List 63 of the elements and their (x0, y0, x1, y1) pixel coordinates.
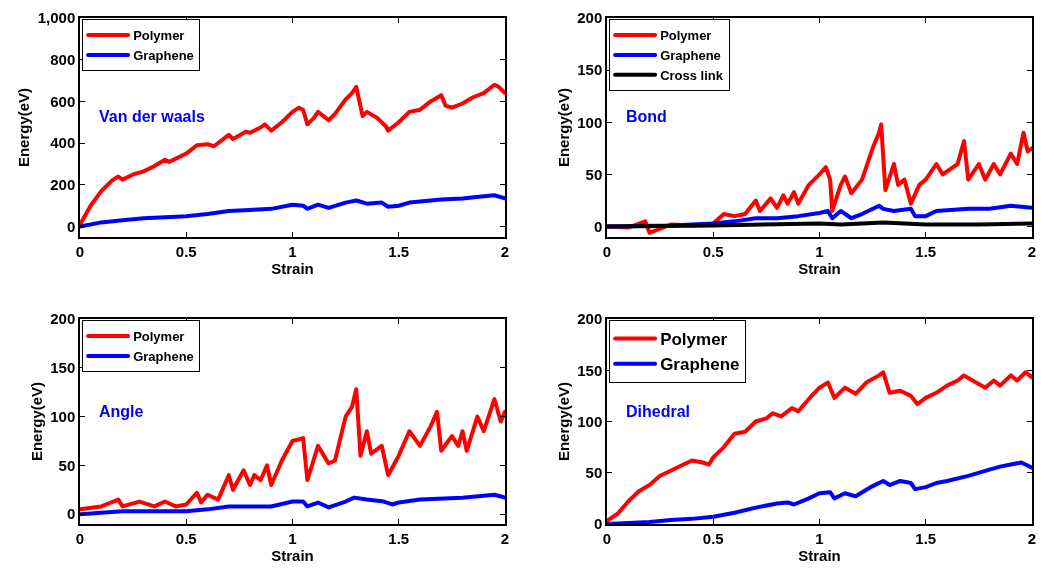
line-series (80, 82, 505, 227)
y-tick-label: 600 (50, 92, 76, 110)
y-tick-label: 100 (577, 412, 603, 430)
y-tick-label: 50 (585, 165, 603, 183)
x-tick-label: 1.5 (915, 242, 937, 260)
legend-label: Graphene (133, 348, 194, 364)
x-tick-label: 0.5 (175, 529, 197, 547)
y-axis-title: Energy(eV) (27, 381, 45, 462)
y-tick-label: 800 (50, 50, 76, 68)
y-axis-title: Energy(eV) (15, 87, 33, 168)
x-tick-label: 2 (500, 529, 510, 547)
annotation: Van der waals (99, 108, 205, 125)
y-tick-label: 0 (593, 217, 603, 235)
annotation: Bond (626, 108, 667, 125)
legend-label: Graphene (660, 48, 721, 64)
y-tick-label: 50 (58, 456, 76, 474)
y-tick-label: 150 (577, 361, 603, 379)
x-tick-label: 1.5 (915, 529, 937, 547)
x-axis-title: Strain (271, 546, 314, 564)
line-series (80, 387, 505, 512)
x-tick-label: 2 (1027, 529, 1037, 547)
y-axis-title: Energy(eV) (554, 87, 572, 168)
y-axis-title: Energy(eV) (554, 381, 572, 462)
legend-label: Graphene (660, 355, 740, 375)
legend-label: Cross link (660, 67, 724, 83)
x-axis-title: Strain (271, 259, 314, 277)
legend-label: Graphene (133, 48, 194, 64)
y-tick-label: 200 (50, 176, 76, 194)
legend-label: Polymer (133, 329, 185, 345)
legend-label: Polymer (660, 28, 712, 44)
legend-label: Polymer (133, 28, 185, 44)
x-tick-label: 1.5 (388, 529, 410, 547)
y-tick-label: 150 (577, 61, 603, 79)
y-tick-label: 100 (577, 113, 603, 131)
y-tick-label: 100 (50, 407, 76, 425)
x-tick-label: 1 (288, 242, 297, 260)
line-series (80, 492, 505, 517)
y-tick-label: 200 (577, 9, 603, 27)
x-axis-title: Strain (798, 259, 841, 277)
x-tick-label: 1 (288, 529, 297, 547)
y-tick-label: 200 (50, 310, 76, 328)
y-tick-label: 400 (50, 134, 76, 152)
x-tick-label: 1 (815, 242, 824, 260)
x-tick-label: 2 (500, 242, 510, 260)
x-tick-label: 0.5 (702, 242, 724, 260)
annotation: Dihedral (626, 403, 691, 420)
y-tick-label: 0 (66, 505, 76, 523)
y-tick-label: 50 (585, 464, 603, 481)
y-tick-label: 0 (66, 217, 76, 235)
y-tick-label: 0 (593, 515, 603, 533)
y-tick-label: 1,000 (37, 9, 76, 27)
x-tick-label: 1.5 (388, 242, 410, 260)
x-tick-label: 1 (815, 529, 824, 547)
y-tick-label: 150 (50, 359, 76, 377)
x-tick-label: 0.5 (702, 529, 724, 547)
line-series (607, 460, 1032, 524)
x-tick-label: 0.5 (175, 242, 197, 260)
legend-label: Polymer (660, 330, 728, 350)
x-axis-title: Strain (798, 546, 841, 564)
x-tick-label: 2 (1027, 242, 1037, 260)
line-series (80, 193, 505, 229)
annotation: Angle (99, 403, 144, 420)
y-tick-label: 200 (577, 310, 603, 328)
